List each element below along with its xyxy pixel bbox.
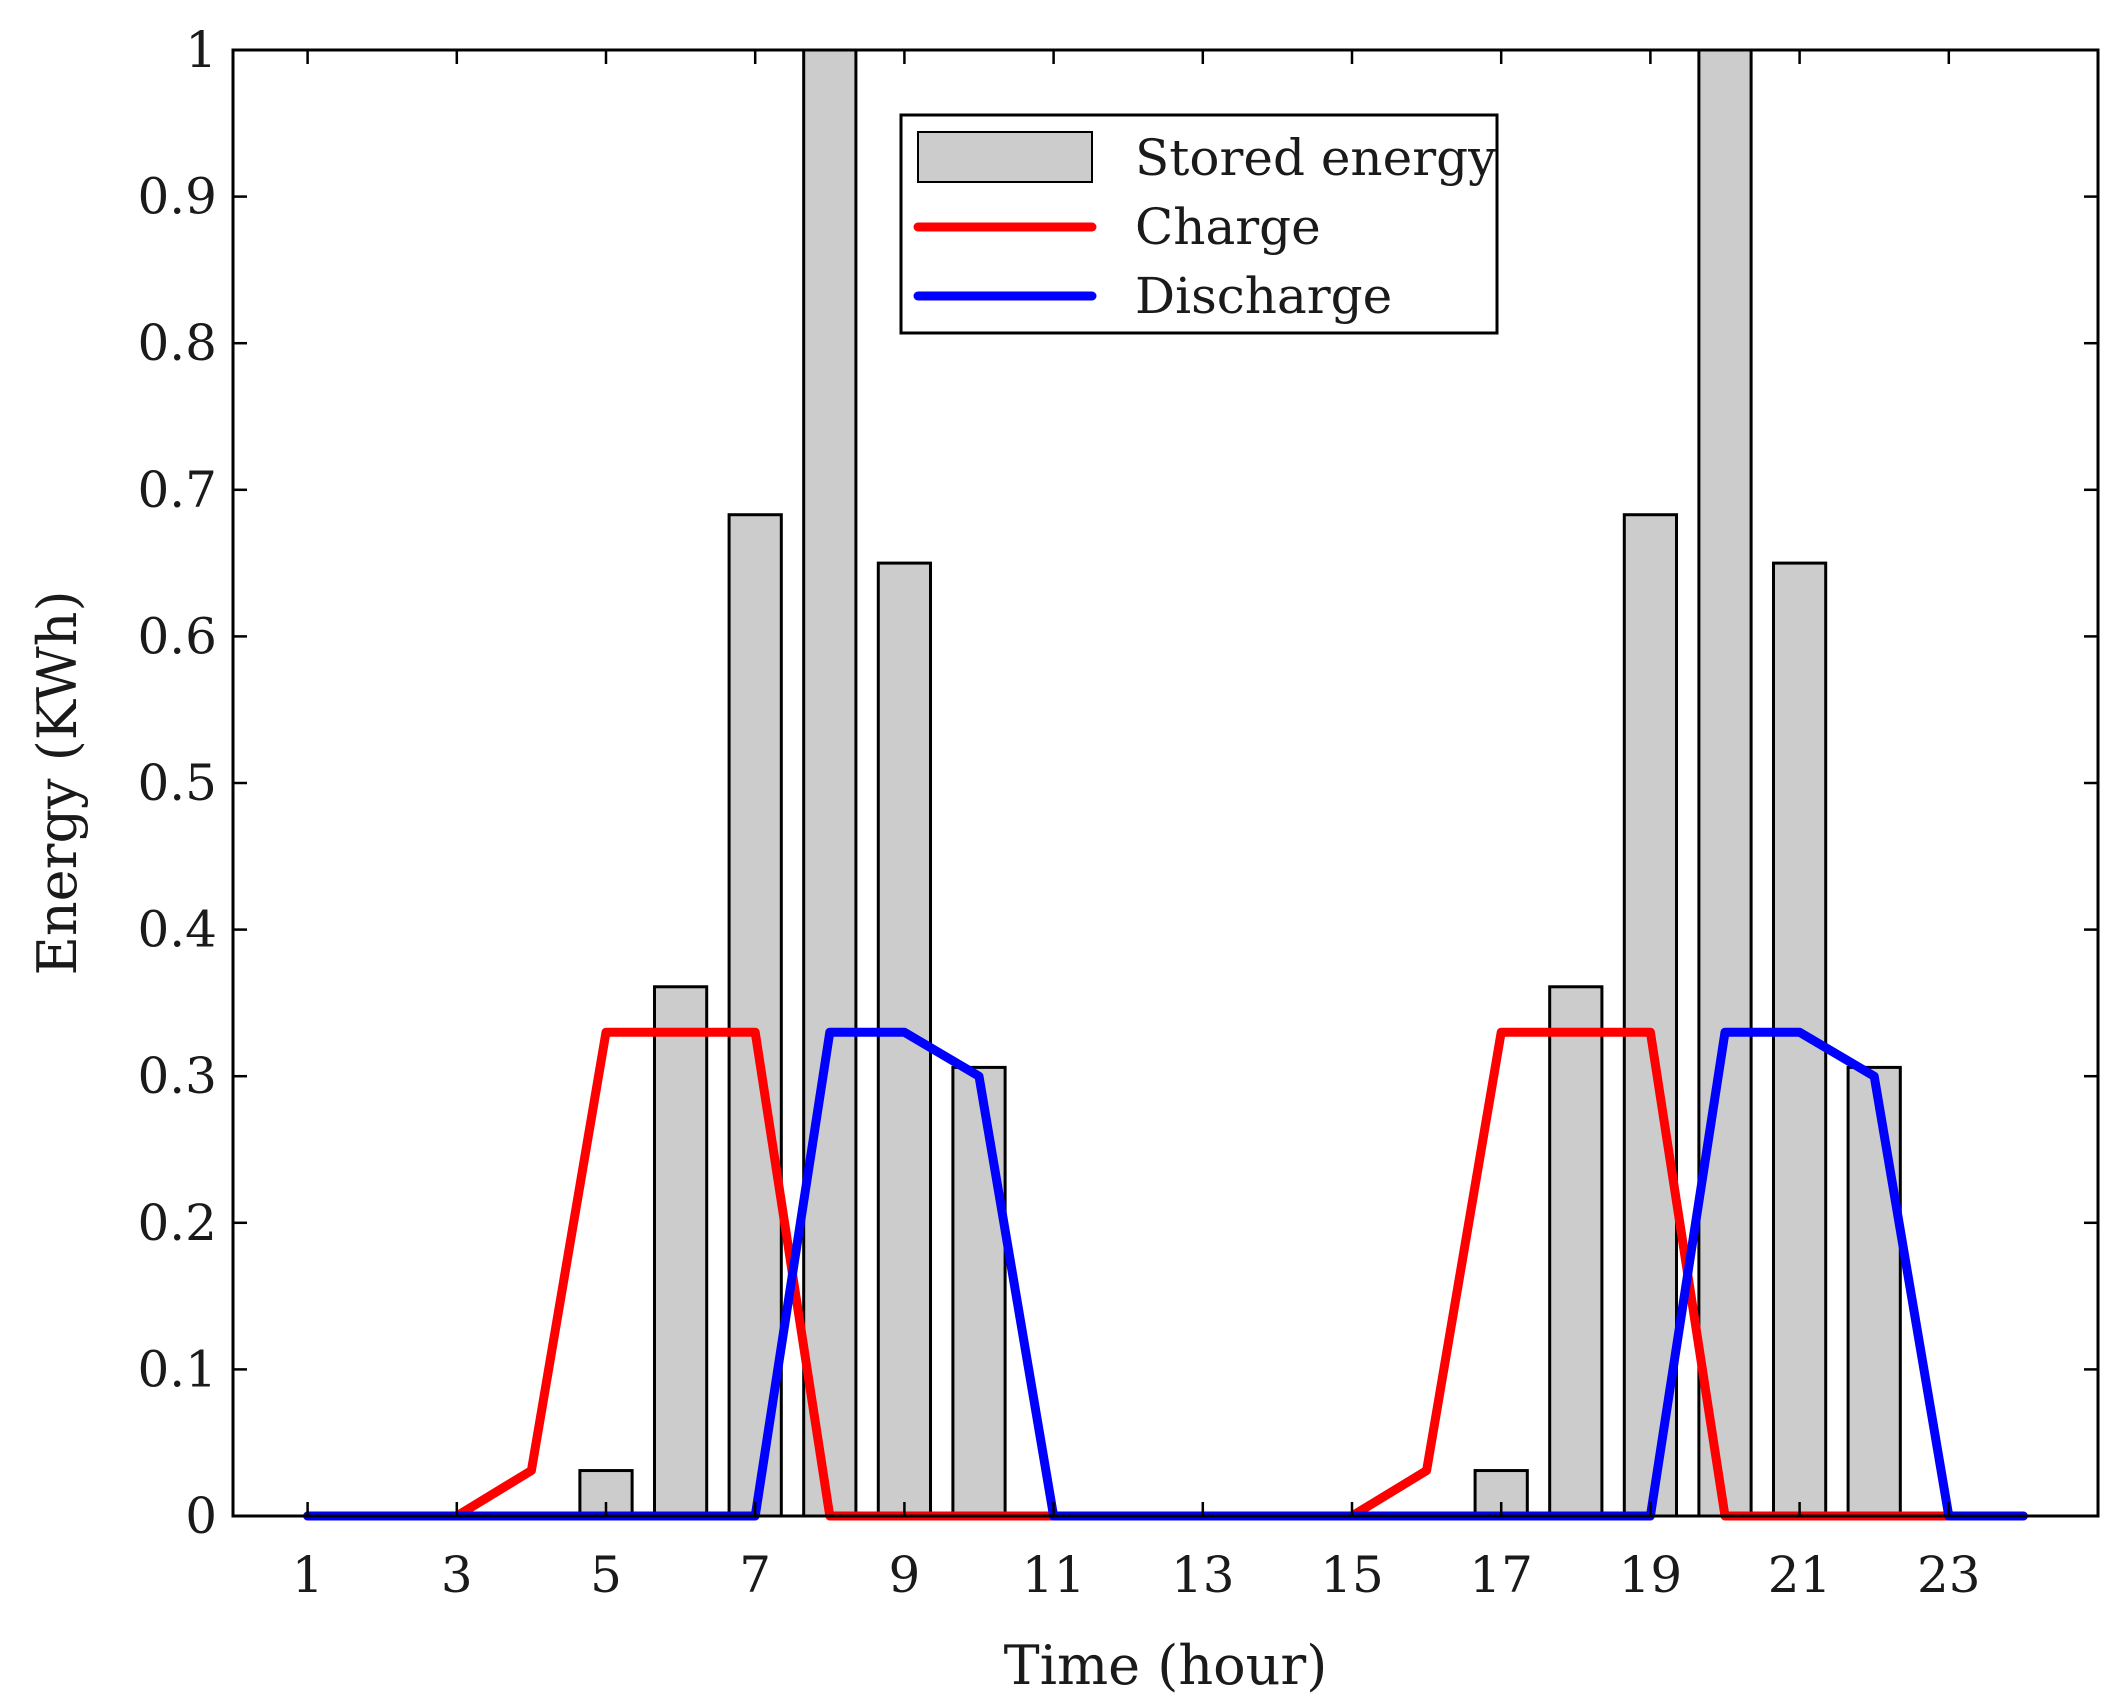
x-tick-label-1: 1: [292, 1546, 324, 1604]
legend-label-discharge: Discharge: [1135, 267, 1392, 325]
y-tick-label-0.1: 0.1: [137, 1340, 217, 1398]
x-tick-label-19: 19: [1619, 1546, 1683, 1604]
legend-label-charge: Charge: [1135, 198, 1321, 256]
bar-stored-energy-hour-10: [951, 1065, 1007, 1518]
stored-energy-bars: [578, 48, 1902, 1518]
y-tick-label-0.5: 0.5: [137, 754, 217, 812]
y-tick-label-0.2: 0.2: [137, 1194, 217, 1252]
bar-stored-energy-hour-20: [1697, 48, 1753, 1518]
legend-swatch-stored-energy: [917, 131, 1093, 183]
bar-stored-energy-hour-6: [652, 985, 709, 1518]
y-tick-label-0.8: 0.8: [137, 314, 217, 372]
x-tick-label-11: 11: [1022, 1546, 1086, 1604]
y-tick-label-0.6: 0.6: [137, 607, 217, 665]
axis-tick-labels: 1 3 5 7 9 11 13 15 17 19 21 2300.10.20.30.40.50.60.…: [137, 21, 1980, 1604]
y-tick-label-0.4: 0.4: [137, 901, 217, 959]
y-axis-title: Energy (KWh): [26, 590, 89, 975]
x-tick-label-9: 9: [888, 1546, 920, 1604]
x-tick-label-23: 23: [1917, 1546, 1981, 1604]
line-charge: [303, 1027, 2028, 1521]
y-tick-label-0: 0: [185, 1487, 217, 1545]
x-tick-label-5: 5: [590, 1546, 622, 1604]
bar-stored-energy-hour-8: [802, 48, 858, 1518]
x-tick-label-13: 13: [1171, 1546, 1235, 1604]
bar-stored-energy-hour-7: [727, 513, 783, 1518]
bar-stored-energy-hour-22: [1846, 1065, 1902, 1518]
x-tick-label-17: 17: [1469, 1546, 1533, 1604]
series-lines: [303, 1027, 2028, 1521]
legend: Stored energy Charge Discharge: [899, 113, 1499, 335]
bar-stored-energy-hour-19: [1622, 513, 1679, 1518]
axis-ticks: [233, 48, 2098, 1518]
y-tick-label-0.3: 0.3: [137, 1047, 217, 1105]
y-tick-label-0.9: 0.9: [137, 168, 217, 226]
bar-stored-energy-hour-18: [1548, 985, 1604, 1518]
x-tick-label-7: 7: [739, 1546, 771, 1604]
x-tick-label-21: 21: [1768, 1546, 1832, 1604]
y-tick-label-1: 1: [185, 21, 217, 79]
legend-label-stored-energy: Stored energy: [1135, 129, 1497, 187]
x-axis-title: Time (hour): [1004, 1634, 1328, 1697]
y-tick-label-0.7: 0.7: [137, 461, 217, 519]
x-tick-label-3: 3: [441, 1546, 473, 1604]
x-tick-label-15: 15: [1320, 1546, 1384, 1604]
